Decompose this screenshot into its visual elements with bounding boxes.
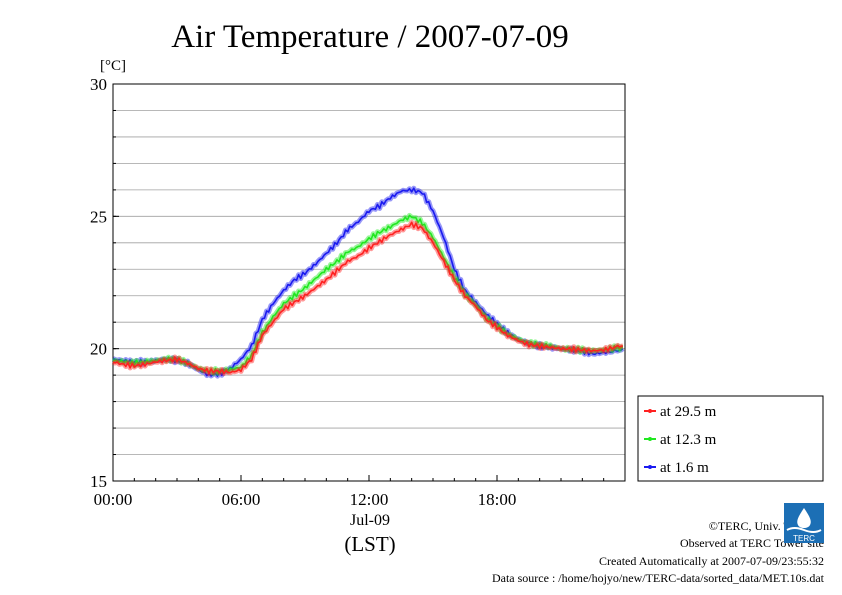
x-tick-label: 06:00 bbox=[222, 490, 261, 509]
footer-created: Created Automatically at 2007-07-09/23:5… bbox=[599, 554, 824, 568]
legend-marker bbox=[648, 465, 652, 469]
x-tick-label: 00:00 bbox=[94, 490, 133, 509]
series-band bbox=[111, 219, 624, 377]
y-tick-label: 30 bbox=[90, 75, 107, 94]
axis-ticks: 15 20 25 30 00:00 06:00 12:00 18:00 bbox=[90, 75, 626, 509]
legend-label: at 1.6 m bbox=[660, 460, 709, 476]
legend-label: at 12.3 m bbox=[660, 432, 717, 448]
logo-text: TERC bbox=[793, 534, 815, 543]
y-axis-unit: [°C] bbox=[100, 58, 126, 74]
legend-marker bbox=[648, 409, 652, 413]
x-tick-label: 12:00 bbox=[350, 490, 389, 509]
x-tick-label: 18:00 bbox=[478, 490, 517, 509]
y-tick-label: 25 bbox=[90, 207, 107, 226]
chart-title: Air Temperature / 2007-07-09 bbox=[171, 19, 569, 55]
legend-label: at 29.5 m bbox=[660, 404, 717, 420]
x-axis-timezone-label: (LST) bbox=[344, 532, 395, 556]
legend: at 29.5 m at 12.3 m at 1.6 m bbox=[637, 395, 824, 482]
plot-frame bbox=[112, 83, 626, 482]
legend-marker bbox=[648, 437, 652, 441]
terc-logo: TERC bbox=[784, 503, 824, 543]
footer-source: Data source : /home/hojyo/new/TERC-data/… bbox=[491, 571, 824, 585]
grid-lines bbox=[113, 110, 625, 455]
legend-box bbox=[637, 395, 824, 482]
x-axis-date-label: Jul-09 bbox=[350, 512, 390, 529]
series-line bbox=[112, 221, 623, 375]
y-tick-label: 15 bbox=[90, 472, 107, 491]
series-lines bbox=[111, 185, 625, 379]
y-tick-label: 20 bbox=[90, 340, 107, 359]
